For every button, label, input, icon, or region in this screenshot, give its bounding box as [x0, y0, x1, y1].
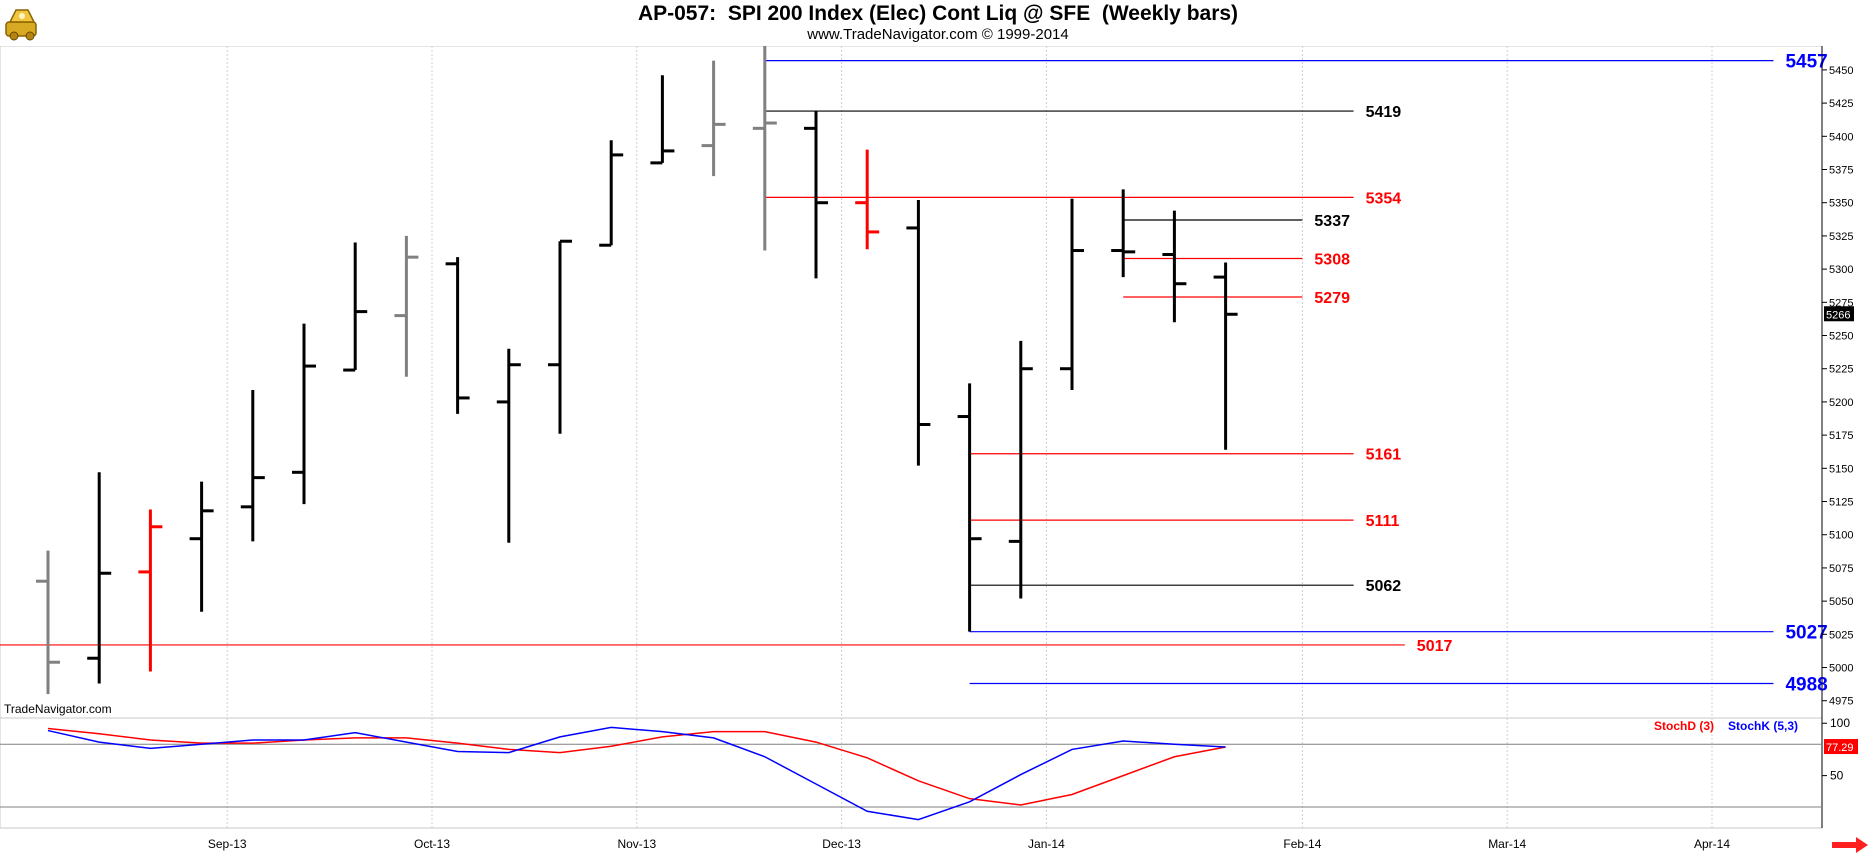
y-tick-label: 5200 [1829, 397, 1853, 409]
x-tick-label: Nov-13 [617, 837, 656, 851]
stoch-tick-label: 50 [1830, 769, 1844, 783]
price-axis: 4975 5000 5025 5050 5075 5100 5125 5150 5175 5200… [1821, 46, 1854, 828]
trading-logo-icon[interactable] [2, 2, 42, 42]
y-tick-label: 5125 [1829, 497, 1853, 509]
level-label: 5027 [1785, 623, 1827, 644]
y-tick-label: 5175 [1829, 430, 1853, 442]
title-bar: AP-057: SPI 200 Index (Elec) Cont Liq @ … [0, 0, 1876, 46]
stoch-series-line [47, 727, 1226, 806]
y-tick-label: 5250 [1829, 331, 1853, 343]
x-tick-label: Oct-13 [414, 837, 450, 851]
y-tick-label: 5350 [1829, 198, 1853, 210]
stoch-tick-label: 100 [1830, 716, 1850, 730]
chart-title: AP-057: SPI 200 Index (Elec) Cont Liq @ … [637, 2, 1239, 25]
y-tick-label: 5025 [1829, 629, 1853, 641]
level-label: 5111 [1366, 513, 1400, 530]
y-tick-label: 5375 [1829, 165, 1853, 177]
level-label: 5308 [1314, 251, 1350, 268]
x-tick-label: Feb-14 [1283, 837, 1321, 851]
last-price-text: 5266 [1826, 309, 1850, 321]
stoch-last-text: 77.29 [1826, 742, 1854, 754]
y-tick-label: 5400 [1829, 131, 1853, 143]
scroll-right-arrow-icon[interactable] [1830, 836, 1870, 854]
y-tick-label: 5075 [1829, 563, 1853, 575]
legend-stochd: StochD (3) [1654, 719, 1714, 733]
y-tick-label: 5325 [1829, 231, 1853, 243]
y-tick-label: 5225 [1829, 364, 1853, 376]
x-tick-label: Sep-13 [208, 837, 247, 851]
level-label: 5419 [1366, 104, 1402, 121]
level-label: 5337 [1314, 213, 1350, 230]
ohlc-bars [36, 46, 1238, 695]
stoch-panel-frame [0, 717, 1823, 829]
level-label: 5161 [1366, 447, 1402, 464]
date-axis: Sep-13 Oct-13 Nov-13 Dec-13 Jan-14 Feb-14 Mar-… [208, 837, 1730, 851]
level-label: 5062 [1366, 578, 1402, 595]
price-panel-frame [0, 45, 1823, 719]
y-tick-label: 5150 [1829, 463, 1853, 475]
x-tick-label: Dec-13 [822, 837, 861, 851]
x-tick-label: Apr-14 [1694, 837, 1730, 851]
level-label: 5279 [1314, 290, 1350, 307]
level-label: 5457 [1785, 52, 1827, 73]
x-tick-label: Jan-14 [1028, 837, 1065, 851]
watermark-text: TradeNavigator.com [4, 702, 112, 716]
level-lines: 5457 5419 5354 5337 5308 5279 5161 5111 5062 5027… [0, 52, 1828, 695]
stoch-series-line [47, 726, 1226, 821]
gridlines [0, 45, 1823, 829]
stoch-last-badge [1824, 739, 1858, 755]
chart-subtitle: www.TradeNavigator.com © 1999-2014 [807, 26, 1069, 43]
y-tick-label: 5050 [1829, 596, 1853, 608]
stochastic-panel: 50 100 StochD (3) StochK (5,3) 77.29 [0, 716, 1858, 821]
y-tick-label: 5300 [1829, 264, 1853, 276]
y-tick-label: 5450 [1829, 65, 1853, 77]
y-tick-label: 5100 [1829, 530, 1853, 542]
y-tick-label: 5000 [1829, 663, 1853, 675]
y-tick-label: 5425 [1829, 98, 1853, 110]
level-label: 5017 [1417, 638, 1453, 655]
x-tick-label: Mar-14 [1488, 837, 1526, 851]
legend-stochk: StochK (5,3) [1728, 719, 1798, 733]
y-tick-label: 4975 [1829, 696, 1853, 708]
level-label: 4988 [1785, 674, 1827, 695]
level-label: 5354 [1366, 190, 1402, 207]
last-price-badge [1824, 306, 1854, 322]
